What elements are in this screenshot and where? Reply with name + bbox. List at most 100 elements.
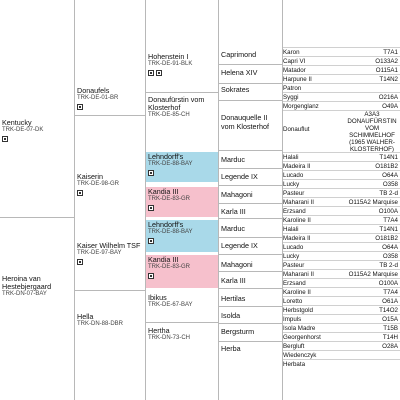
gen4-item[interactable]: Caprimond (219, 50, 282, 61)
photo-icon[interactable] (77, 190, 83, 196)
horse-name: Maharani II (283, 271, 314, 278)
gen5-row-multiline[interactable]: Donauflut A3A3 DONAUFÜRSTIN VOM SCHIMMEL… (283, 110, 400, 153)
gen3-item-highlight-pink[interactable]: Kandia III TRK-DE-83-GR (146, 255, 218, 288)
gen5-row[interactable]: Madeira II O181B2 (283, 233, 400, 242)
horse-name: Lucado (283, 172, 304, 179)
gen5-row[interactable]: Matador O115A1 (283, 65, 400, 74)
gen4-item[interactable]: Herba (219, 344, 282, 355)
gen5-row[interactable]: Maharani II O115A2 Marquise (283, 269, 400, 278)
gen4-item[interactable]: Sokrates (219, 85, 282, 96)
horse-name: Donaufels (77, 86, 110, 95)
gen3-item[interactable]: Ibikus TRK-DE-67-BAY (146, 293, 218, 323)
gen5-row[interactable]: Morgenglanz O49A (283, 101, 400, 110)
gen4-item[interactable]: Legende IX (219, 172, 282, 183)
photo-icon[interactable] (77, 104, 83, 110)
gen2-item[interactable]: Kaiserin TRK-DE-98-GR (75, 172, 145, 200)
gen3-item[interactable]: Hohenstein I TRK-DE-91-BLK (146, 52, 218, 92)
gen4-item[interactable]: Mahagoni (219, 260, 282, 271)
gen2-item[interactable]: Hella TRK-DN-88-DBR (75, 312, 145, 329)
gen5-row[interactable]: Patron (283, 83, 400, 92)
registration-code: T7A4 (383, 289, 398, 296)
gen5-row[interactable]: Georgenhorst T14H (283, 332, 400, 341)
photo-icon[interactable] (148, 273, 154, 279)
gen4-item[interactable]: Bergsturm (219, 327, 282, 338)
horse-name: Heroina van Hestebjergaard (2, 274, 52, 291)
horse-name: Karon (283, 49, 300, 56)
gen5-row[interactable]: Isola Madre T15B (283, 323, 400, 332)
registration-code: O61A (382, 298, 398, 305)
gen3-item[interactable]: Hertha TRK-DN-73-CH (146, 326, 218, 356)
gen5-row[interactable]: Halali T14N1 (283, 152, 400, 161)
gen4-item[interactable]: Hertilas (219, 294, 282, 305)
gen4-item[interactable]: Helena XIV (219, 68, 282, 79)
row-divider (219, 168, 282, 169)
gen4-item[interactable]: Karla III (219, 276, 282, 287)
gen5-row[interactable]: Impuls O15A (283, 314, 400, 323)
photo-icon[interactable] (156, 70, 162, 76)
horse-name: Kaiserin (77, 172, 103, 181)
gen5-row[interactable]: Erzsand O100A (283, 278, 400, 287)
gen4-item[interactable]: Legende IX (219, 241, 282, 252)
gen5-row[interactable]: Lucado O64A (283, 242, 400, 251)
gen5-row[interactable]: Karoline II T7A4 (283, 215, 400, 224)
registration-code: O181B2 (375, 235, 398, 242)
horse-name: Karoline II (283, 289, 311, 296)
gen5-row[interactable]: Pasteur TB 2-d (283, 260, 400, 269)
horse-name: Ibikus (148, 293, 167, 302)
photo-icon[interactable] (148, 205, 154, 211)
gen5-row[interactable]: Lucado O64A (283, 170, 400, 179)
horse-name: Loretto (283, 298, 303, 305)
gen5-row[interactable]: Loretto O61A (283, 296, 400, 305)
horse-name: Herbstgold (283, 307, 313, 314)
registration-code: T14N2 (379, 76, 398, 83)
gen4-item[interactable]: Marduc (219, 155, 282, 166)
gen5-row[interactable]: Lucky O358 (283, 251, 400, 260)
gen5-row[interactable]: Bergluft O28A (283, 341, 400, 350)
gen5-row[interactable]: Karon T7A1 (283, 47, 400, 56)
gen5-row[interactable]: Capri VI O133A2 (283, 56, 400, 65)
row-divider (219, 306, 282, 307)
horse-name: Hertha (148, 326, 170, 335)
gen4-item[interactable]: Isolda (219, 311, 282, 322)
registration-code: TRK-DN-73-CH (148, 335, 190, 341)
gen5-row[interactable]: Karoline II T7A4 (283, 287, 400, 296)
horse-name: Isolda (221, 311, 241, 320)
gen5-row[interactable]: Halali T14N1 (283, 224, 400, 233)
registration-code: O49A (382, 103, 398, 110)
row-divider (219, 323, 282, 324)
gen5-row[interactable]: Harpune II T14N2 (283, 74, 400, 83)
registration-code: O64A (382, 172, 398, 179)
gen3-item[interactable]: Donaufürstin vom Klosterhof TRK-DE-85-CH (146, 95, 218, 150)
photo-icon[interactable] (148, 170, 154, 176)
gen5-row[interactable]: Pasteur TB 2-d (283, 188, 400, 197)
gen4-item[interactable]: Donauquelle II vom Klosterhof (219, 113, 282, 133)
gen5-row[interactable]: Erzsand O100A (283, 206, 400, 215)
gen3-item-highlight-blue[interactable]: Lehndorff's TRK-DE-88-BAY (146, 152, 218, 182)
gen5-row[interactable]: Lucky O358 (283, 179, 400, 188)
gen5-row[interactable]: Madeira II O181B2 (283, 161, 400, 170)
gen5-row[interactable]: Herbata (283, 359, 400, 368)
horse-name: Karoline II (283, 217, 311, 224)
gen3-item-highlight-blue[interactable]: Lehndorff's TRK-DE-88-BAY (146, 220, 218, 252)
gen5-row[interactable]: Herbstgold T14O2 (283, 305, 400, 314)
gen4-item[interactable]: Mahagoni (219, 190, 282, 201)
gen3-item-highlight-pink[interactable]: Kandia III TRK-DE-83-GR (146, 187, 218, 217)
gen2-item[interactable]: Donaufels TRK-DE-01-BR (75, 86, 145, 114)
gen5-row[interactable]: Wiedenczyk (283, 350, 400, 359)
gen5-row[interactable]: Syggi O216A (283, 92, 400, 101)
photo-icon[interactable] (148, 70, 154, 76)
gen4-item[interactable]: Karla III (219, 207, 282, 218)
gen5-row[interactable]: Maharani II O115A2 Marquise (283, 197, 400, 206)
gen2-item[interactable]: Kaiser Wilhelm TSF TRK-DE-97-BAY (75, 241, 145, 269)
horse-name: Impuls (283, 316, 302, 323)
photo-icon[interactable] (77, 259, 83, 265)
registration-code: T14O2 (379, 307, 398, 314)
photo-icon[interactable] (148, 238, 154, 244)
registration-code: T14N1 (379, 154, 398, 161)
registration-code: TRK-DE-83-GR (148, 264, 191, 270)
gen1-dam[interactable]: Heroina van Hestebjergaard TRK-DN-07-BAY (0, 274, 74, 299)
photo-icon[interactable] (2, 136, 8, 142)
gen1-sire[interactable]: Kentucky TRK-DE-07-DK (0, 118, 74, 146)
gen4-item[interactable]: Marduc (219, 224, 282, 235)
registration-code: O115A1 (375, 67, 398, 74)
